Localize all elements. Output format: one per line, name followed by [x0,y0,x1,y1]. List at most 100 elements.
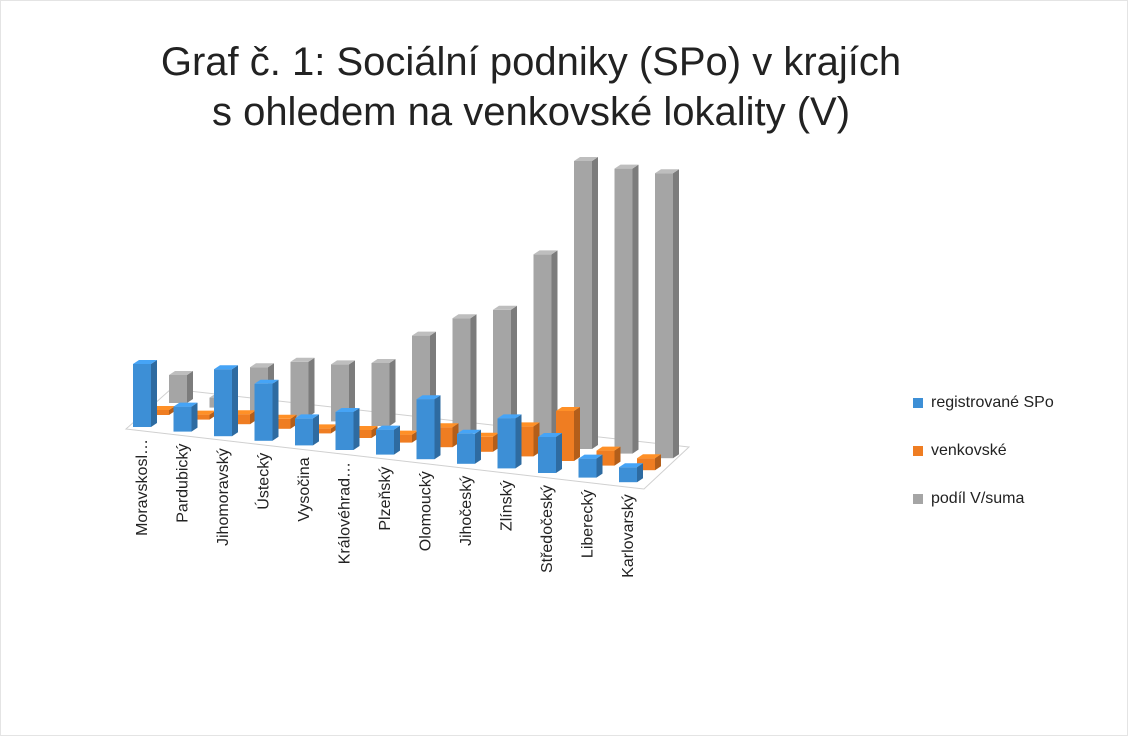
bar-side [272,379,279,441]
bar-front [619,467,637,483]
bar-front [655,173,673,459]
bar-top [578,454,603,459]
bar-front [169,375,187,403]
bar-top [637,454,661,459]
legend-label: venkovské [931,442,1007,459]
bar [655,169,679,459]
x-tick-label: Jihomoravský [215,448,232,546]
bar [578,454,603,478]
bar-top [493,305,517,310]
bar-top [574,157,598,161]
bar [214,365,238,437]
bar-top [556,407,580,411]
bar [371,359,396,426]
bar-top [173,402,198,407]
bar-top [169,371,193,375]
x-tick-label: Jihočeský [458,476,475,546]
bar-front [133,364,151,427]
x-tick-label: Karlovarský [620,494,637,578]
bar-top [371,359,396,363]
bar-front [416,399,435,460]
bar-side [313,414,319,446]
bar-front [313,428,331,434]
x-tick-label: Olomoucký [418,471,435,551]
bar [533,250,558,445]
legend-swatch [913,494,923,504]
bar-side [470,314,477,436]
bar-front [232,414,250,425]
x-tick-label: Středočeský [539,485,556,573]
bar-top [133,360,157,364]
bar-front [331,364,349,422]
bar-front [538,437,556,473]
bar [619,463,643,483]
bar-front [272,418,291,429]
bar-side [614,446,621,466]
bar-top [596,446,621,451]
bar-side [389,359,396,426]
legend-label: podíl V/suma [931,490,1024,507]
bar-front [335,412,354,450]
bar-side [596,454,603,478]
bar-side [592,157,598,449]
bar-front [191,414,210,420]
bar-side [637,463,643,483]
x-tick-label: Ústecký [254,453,273,510]
bar-side [551,250,558,445]
bar-front [295,418,313,446]
bar-front [151,410,169,415]
bar-side [434,395,441,460]
bar [376,425,400,455]
bar [457,429,481,464]
bar-side [191,402,198,432]
bar-front [574,161,592,449]
bar [452,314,477,436]
bar-top [655,169,679,174]
bar-top [376,425,400,430]
bar-side [349,360,355,422]
bar [331,360,355,422]
bar-front [578,458,597,478]
x-tick-label: Moravskosl… [134,439,151,536]
bar-side [632,164,639,454]
bar-side [556,433,562,473]
bar-top [457,429,481,434]
bar [335,408,360,450]
x-tick-label: Pardubický [175,444,192,523]
bar [416,395,441,460]
bar-side [353,408,360,450]
bar [254,379,279,441]
bar-top [254,379,279,384]
bar-side [655,454,661,471]
bar [169,371,193,403]
bar-side [511,305,517,440]
bar [637,454,661,471]
bar-side [187,371,193,403]
bar [493,305,517,440]
bar-front [290,361,309,417]
bar-front [173,406,192,432]
bar-top [452,314,477,319]
x-tick-label: Zlínský [499,480,516,531]
bar [614,164,639,454]
bar-top [416,395,441,400]
bar-front [533,254,552,445]
bar-side [515,414,522,469]
bar-top [533,250,558,255]
bar [574,157,598,449]
bar-front [394,434,412,443]
bar-front [452,318,471,436]
bar-top [250,363,274,368]
legend-swatch [913,398,923,408]
chart-title: Graf č. 1: Sociální podniky (SPo) v kraj… [160,40,902,134]
bar-side [232,365,238,437]
bar-top [412,331,436,336]
bar [295,414,319,446]
bar-top [331,360,355,365]
bar-front [371,363,390,426]
bar-front [493,309,511,440]
bar-top [619,463,643,468]
bar-front [614,168,633,454]
bar-front [214,369,232,437]
bar-side [574,407,580,461]
